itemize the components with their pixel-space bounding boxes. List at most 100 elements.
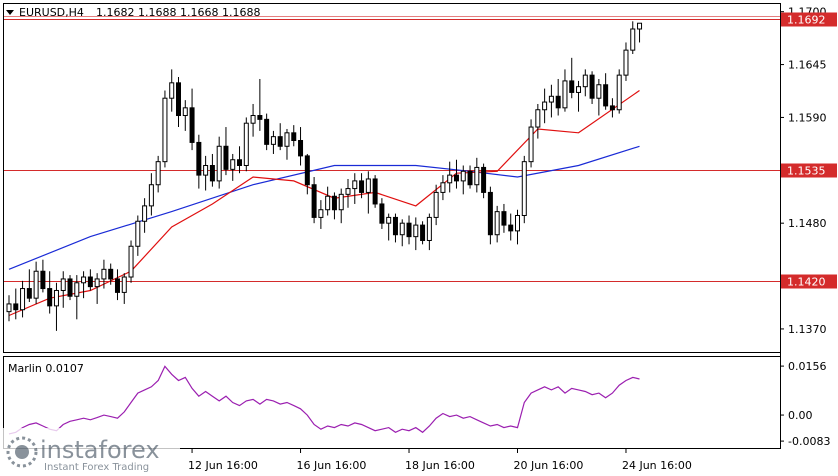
candle-bull [33, 270, 39, 299]
candle-bull [74, 282, 80, 297]
indicator-tick-label: 0.00 [788, 409, 813, 422]
candle-bull [128, 245, 134, 278]
candle-bull [582, 74, 588, 88]
candle-bull [169, 82, 175, 99]
candle-bear [176, 82, 181, 117]
candle-bull [60, 278, 66, 291]
candle-bear [359, 180, 365, 193]
candle-bull [6, 303, 12, 313]
candle-bear [114, 278, 120, 293]
candle-bull [440, 182, 446, 193]
candle-bull [162, 97, 168, 163]
candle-bull [284, 132, 290, 147]
price-tick-label: 1.1645 [788, 59, 827, 72]
indicator-axis-ticks: 0.0156 0.00 -0.0083 [780, 360, 830, 448]
candle-bull [148, 184, 154, 207]
marlin-path [8, 365, 640, 435]
price-tick-label: 1.1590 [788, 111, 827, 124]
candle-bear [555, 95, 561, 109]
candle-bull [576, 86, 582, 93]
candle-bear [487, 191, 493, 236]
price-tick-label: 1.1480 [788, 217, 827, 230]
candle-bear [372, 178, 378, 205]
candle-bull [142, 205, 148, 222]
level-lines [4, 16, 780, 282]
indicator-tick-label: 0.0156 [788, 360, 827, 373]
candles-layer [6, 21, 643, 331]
candle-bull [81, 276, 87, 284]
logo-brand-text: instaforex [40, 436, 160, 464]
candle-bear [331, 195, 337, 211]
candle-bull [535, 109, 541, 128]
candle-bear [298, 140, 304, 157]
candle-bull [521, 161, 527, 216]
candle-bear [223, 145, 229, 170]
candle-bear [589, 74, 595, 99]
candle-bull [216, 145, 222, 182]
candle-bear [406, 222, 412, 238]
candle-bull [596, 84, 602, 99]
candle-bull [413, 224, 419, 238]
chart-ohlc-readout: 1.1682 1.1688 1.1668 1.1688 [96, 6, 260, 19]
candle-bear [609, 105, 615, 111]
candle-bear [40, 270, 46, 290]
level-label: 1.1535 [787, 165, 826, 178]
candle-bull [542, 101, 548, 111]
candle-bull [203, 165, 209, 176]
candle-bull [20, 288, 26, 311]
time-axis-labels: 12 Jun 16:00 16 Jun 16:00 18 Jun 16:00 20 J… [188, 449, 692, 472]
candle-bear [392, 216, 398, 236]
candle-bear [304, 155, 310, 186]
candle-bull [155, 161, 161, 186]
candle-bull [270, 136, 276, 145]
candle-bull [243, 122, 249, 167]
candle-bull [94, 278, 100, 288]
level-label: 1.1692 [787, 14, 826, 27]
candle-bear [196, 141, 202, 176]
candle-bull [474, 166, 480, 186]
candle-bear [481, 166, 487, 193]
level-label: 1.1420 [787, 276, 826, 289]
candle-bear [501, 211, 507, 226]
time-tick-label: 18 Jun 16:00 [405, 459, 475, 472]
candle-bull [365, 178, 371, 193]
candle-bear [108, 268, 114, 280]
logo-mark-icon [6, 436, 38, 468]
candle-bear [277, 136, 283, 147]
indicator-name: Marlin 0.0107 [8, 362, 84, 375]
instaforex-logo: instaforex Instant Forex Trading [0, 428, 180, 476]
chevron-down-icon[interactable] [6, 10, 14, 15]
time-tick-label: 16 Jun 16:00 [297, 459, 367, 472]
candle-bull [426, 216, 432, 241]
candle-bear [569, 80, 575, 93]
candle-bear [87, 276, 93, 288]
ma-slow-path [8, 145, 640, 270]
candle-bull [386, 216, 392, 224]
candle-bear [257, 115, 263, 120]
main-chart-frame [3, 3, 781, 353]
candle-bull [515, 214, 520, 232]
candle-bull [630, 28, 636, 51]
candle-bull [318, 209, 324, 218]
marlin-line [8, 365, 640, 435]
candle-bull [53, 289, 59, 307]
candle-bull [230, 159, 236, 170]
time-tick-label: 20 Jun 16:00 [514, 459, 584, 472]
candle-bear [13, 303, 19, 311]
level-labels: 1.1692 1.1535 1.1420 [781, 12, 837, 289]
candle-bull [548, 95, 554, 103]
candle-bear [420, 224, 426, 241]
candle-bull [447, 174, 453, 184]
candle-bull [101, 268, 107, 280]
candle-bear [379, 203, 385, 224]
candle-bear [467, 170, 473, 186]
candle-bull [616, 74, 622, 111]
candle-bull [338, 193, 344, 211]
candle-bull [623, 49, 629, 76]
candle-bull [562, 80, 568, 109]
candle-bull [399, 222, 405, 236]
time-tick-label: 24 Jun 16:00 [622, 459, 692, 472]
candle-bear [189, 107, 195, 143]
chart-symbol-timeframe: EURUSD,H4 [19, 6, 84, 19]
